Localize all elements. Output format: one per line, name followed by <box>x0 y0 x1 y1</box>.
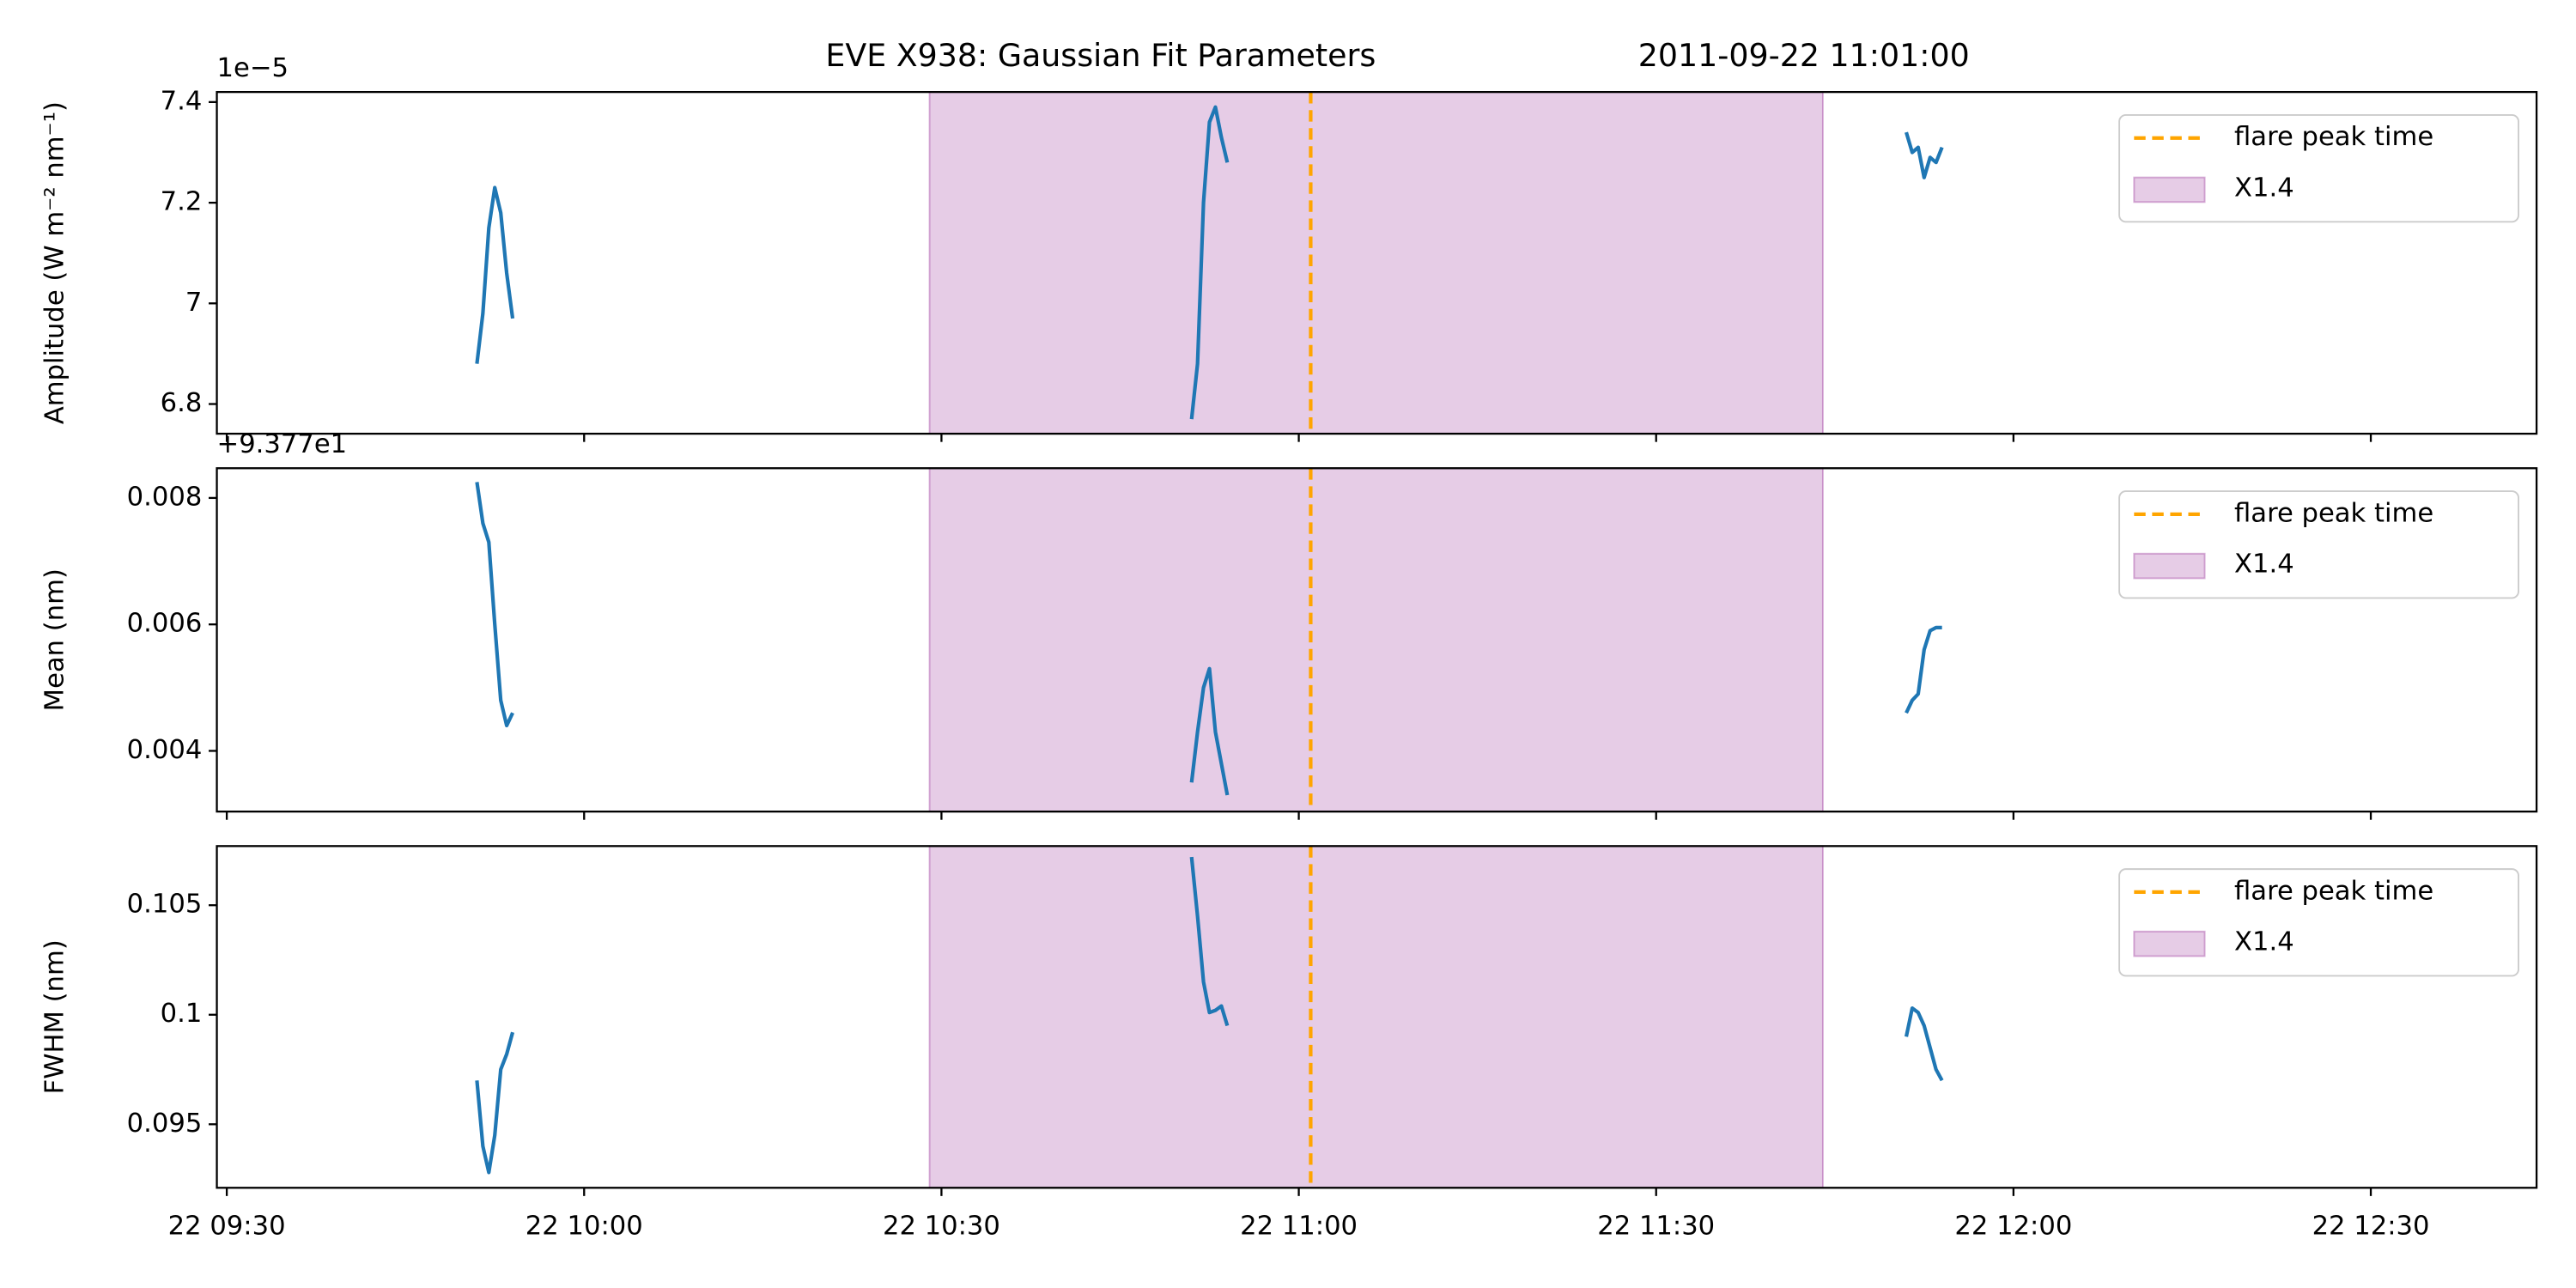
legend-patch <box>2133 552 2206 580</box>
y-axis-label: Mean (nm) <box>40 568 70 711</box>
flare-span <box>928 467 1824 813</box>
y-axis-label: Amplitude (W m⁻² nm⁻¹) <box>40 101 70 424</box>
y-axis-label: FWHM (nm) <box>40 939 70 1094</box>
axes-frame <box>216 90 2538 435</box>
legend-box <box>2118 868 2519 977</box>
flare-span <box>928 91 1824 435</box>
legend-box <box>2118 490 2519 599</box>
y-tick-label: 0.1 <box>161 999 203 1029</box>
data-line <box>475 482 1942 796</box>
x-tick-label: 22 10:00 <box>526 1212 643 1242</box>
legend-patch <box>2133 176 2206 204</box>
y-tick-label: 0.004 <box>127 735 203 765</box>
offset-text: +9.377e1 <box>217 429 348 459</box>
legend-label: X1.4 <box>2234 927 2294 957</box>
legend-label: flare peak time <box>2234 498 2433 528</box>
axes-frame <box>216 467 2538 813</box>
y-tick-label: 0.008 <box>127 482 203 512</box>
y-tick-label: 0.105 <box>127 890 203 920</box>
legend-label: X1.4 <box>2234 550 2294 580</box>
y-tick-label: 0.095 <box>127 1109 203 1139</box>
x-tick-label: 22 11:00 <box>1240 1212 1358 1242</box>
flare-span <box>928 845 1824 1189</box>
legend-patch <box>2133 930 2206 957</box>
x-tick-label: 22 12:30 <box>2312 1212 2430 1242</box>
x-tick-label: 22 09:30 <box>168 1212 286 1242</box>
axes-frame <box>216 845 2538 1189</box>
y-tick-label: 7 <box>185 288 202 318</box>
x-tick-label: 22 12:00 <box>1954 1212 2072 1242</box>
offset-text: 1e−5 <box>217 53 289 83</box>
y-tick-label: 7.2 <box>161 187 203 217</box>
data-line <box>475 105 1944 420</box>
legend-box <box>2118 113 2519 223</box>
y-tick-label: 0.006 <box>127 609 203 639</box>
x-tick-label: 22 11:30 <box>1597 1212 1715 1242</box>
figure-title: EVE X938: Gaussian Fit Parameters <box>825 37 1376 74</box>
data-line <box>475 856 1944 1175</box>
legend-label: flare peak time <box>2234 876 2433 906</box>
legend-label: X1.4 <box>2234 173 2294 204</box>
x-tick-label: 22 10:30 <box>883 1212 1000 1242</box>
y-tick-label: 6.8 <box>161 388 203 418</box>
y-tick-label: 7.4 <box>161 86 203 116</box>
legend-label: flare peak time <box>2234 122 2433 152</box>
figure-subtitle: 2011-09-22 11:01:00 <box>1638 37 1970 74</box>
